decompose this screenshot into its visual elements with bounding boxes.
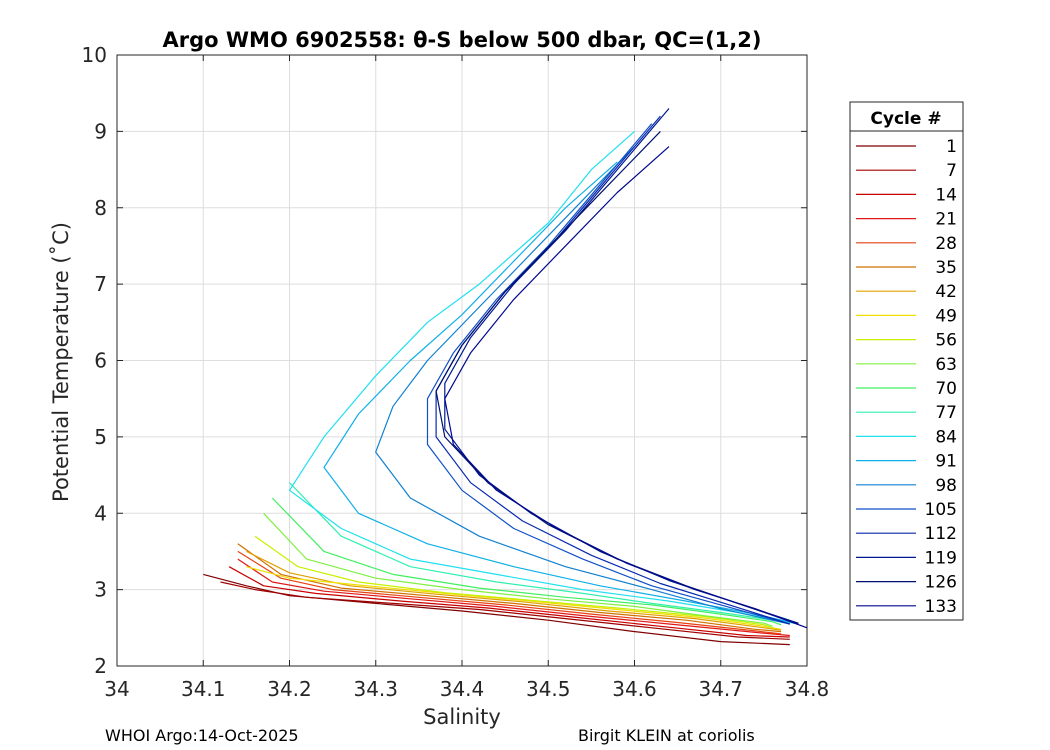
legend-label: 1: [946, 137, 957, 157]
legend-label: 56: [935, 331, 957, 351]
x-tick-label: 34.8: [785, 677, 830, 701]
legend-label: 35: [935, 258, 957, 278]
legend-label: 77: [935, 403, 957, 423]
legend-label: 98: [935, 476, 957, 496]
legend-label: 84: [935, 427, 957, 447]
x-tick-label: 34.5: [526, 677, 571, 701]
footer-author: Birgit KLEIN at coriolis: [578, 726, 755, 745]
legend-label: 119: [925, 548, 957, 568]
legend-label: 112: [925, 524, 957, 544]
x-tick-label: 34.4: [440, 677, 485, 701]
series-line-cycle-1: [203, 573, 790, 646]
series-line-cycle-63: [263, 512, 773, 627]
y-tick-label: 6: [94, 349, 107, 373]
legend: Cycle # 17142128354249566370778491981051…: [849, 101, 964, 621]
legend-label: 105: [925, 500, 957, 520]
y-tick-label: 7: [94, 272, 107, 296]
y-tick-label: 3: [94, 578, 107, 602]
x-tick-label: 34.1: [181, 677, 226, 701]
series-line-cycle-91: [323, 161, 799, 625]
legend-label: 91: [935, 452, 957, 472]
legend-label: 133: [925, 597, 957, 617]
series-line-cycle-105: [426, 123, 790, 625]
x-tick-label: 34.7: [698, 677, 743, 701]
y-tick-label: 5: [94, 425, 107, 449]
y-axis-label: Potential Temperature (˚C): [49, 222, 73, 502]
legend-items: 1 7 14 21 28 35 42 49 56 63 70 77 84 91 98 105 112 119 126…: [856, 137, 957, 617]
legend-label: 42: [935, 282, 957, 302]
series-line-cycle-56: [254, 535, 773, 629]
x-tick-label: 34.2: [267, 677, 312, 701]
series-line-cycle-42: [246, 550, 782, 631]
series-group: [203, 108, 808, 646]
legend-label: 14: [935, 185, 957, 205]
series-line-cycle-49: [246, 566, 782, 630]
series-line-cycle-28: [237, 550, 782, 635]
legend-label: 126: [925, 573, 957, 593]
x-tick-label: 34: [104, 677, 129, 701]
legend-label: 7: [946, 161, 957, 181]
series-line-cycle-84: [288, 130, 799, 625]
series-line-cycle-119: [444, 108, 799, 624]
legend-title: Cycle #: [870, 109, 941, 129]
y-tick-label: 9: [94, 119, 107, 143]
x-tick-label: 34.3: [353, 677, 398, 701]
legend-label: 28: [935, 234, 957, 254]
chart-title: Argo WMO 6902558: θ-S below 500 dbar, QC…: [163, 28, 762, 52]
series-line-cycle-70: [271, 497, 782, 626]
legend-label: 49: [935, 306, 957, 326]
series-line-cycle-7: [220, 581, 790, 640]
legend-label: 63: [935, 355, 957, 375]
y-tick-label: 10: [82, 43, 107, 67]
legend-label: 70: [935, 379, 957, 399]
series-line-cycle-14: [228, 566, 790, 638]
y-tick-label: 2: [94, 654, 107, 678]
series-line-cycle-98: [375, 146, 790, 625]
series-line-cycle-77: [289, 482, 790, 624]
series-line-cycle-133: [444, 146, 808, 629]
footer-date: WHOI Argo:14-Oct-2025: [105, 726, 299, 745]
legend-label: 21: [935, 210, 957, 230]
ticks: 34 34.1 34.2 34.3 34.4 34.5 34.6 34.7 34.8234567…: [82, 43, 830, 701]
y-tick-label: 4: [94, 501, 107, 525]
y-tick-label: 8: [94, 196, 107, 220]
series-line-cycle-21: [237, 558, 790, 637]
x-tick-label: 34.6: [612, 677, 657, 701]
x-axis-label: Salinity: [423, 705, 501, 729]
